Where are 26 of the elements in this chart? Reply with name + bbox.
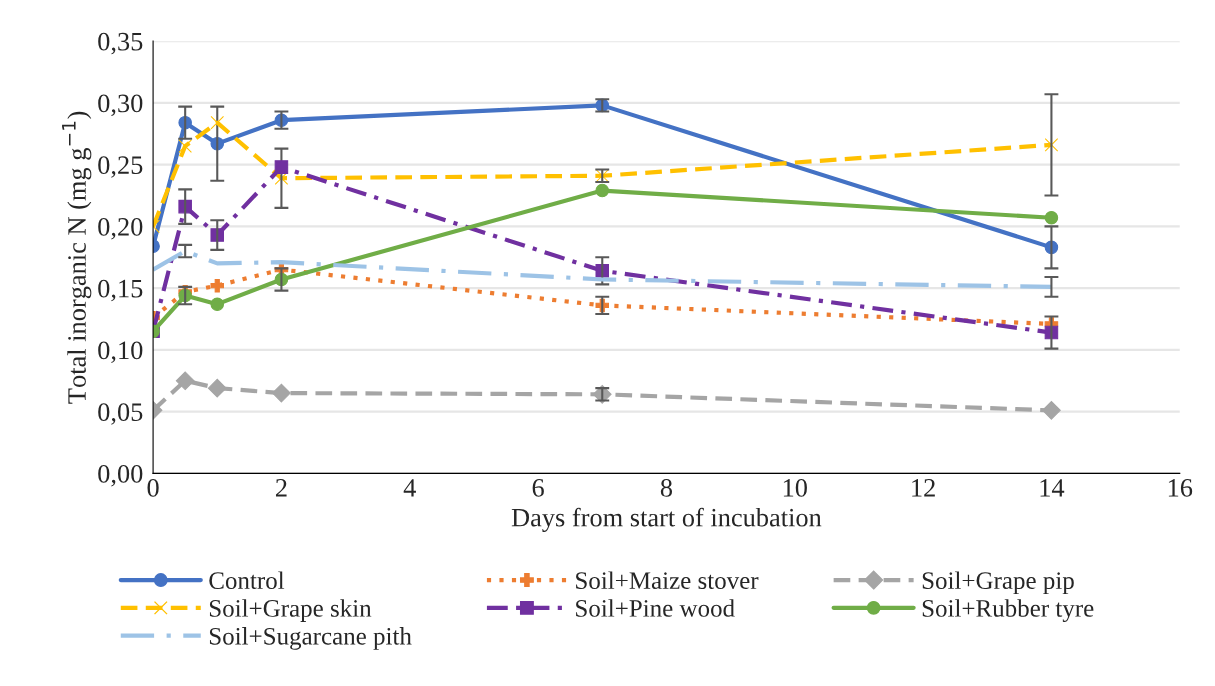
y-tick-label: 0,00 bbox=[98, 464, 143, 487]
x-tick-label: 12 bbox=[912, 479, 935, 497]
x-tick-label: 2 bbox=[275, 479, 287, 497]
legend-label: Control bbox=[209, 571, 285, 590]
y-tick-label: 0,10 bbox=[98, 341, 143, 364]
y-tick-label: 0,20 bbox=[98, 217, 143, 240]
legend-label: Soil+Rubber tyre bbox=[922, 599, 1094, 623]
y-tick-label: 0,05 bbox=[98, 403, 143, 425]
legend-label: Soil+Grape skin bbox=[209, 599, 372, 622]
x-tick-label: 14 bbox=[1040, 479, 1065, 497]
y-tick-label: 0,35 bbox=[98, 32, 143, 55]
x-tick-label: 10 bbox=[783, 478, 807, 497]
x-tick-label: 6 bbox=[532, 479, 544, 497]
legend-label: Soil+Sugarcane pith bbox=[209, 627, 412, 650]
x-tick-label: 0 bbox=[147, 478, 159, 497]
y-axis-title: Total inorganic N (mg g$^{−1}$) bbox=[62, 111, 92, 404]
x-tick-label: 16 bbox=[1168, 479, 1193, 497]
y-tick-label: 0,30 bbox=[98, 94, 143, 117]
y-tick-label: 0,15 bbox=[98, 279, 143, 302]
y-tick-label: 0,25 bbox=[98, 156, 143, 178]
legend-label: Soil+Pine wood bbox=[576, 599, 735, 617]
legend-label: Soil+Maize stover bbox=[576, 571, 759, 590]
x-axis-title: Days from start of incubation bbox=[511, 507, 822, 532]
x-tick-label: 4 bbox=[403, 479, 416, 497]
legend-label: Soil+Grape pip bbox=[922, 571, 1074, 595]
x-tick-label: 8 bbox=[660, 478, 673, 497]
